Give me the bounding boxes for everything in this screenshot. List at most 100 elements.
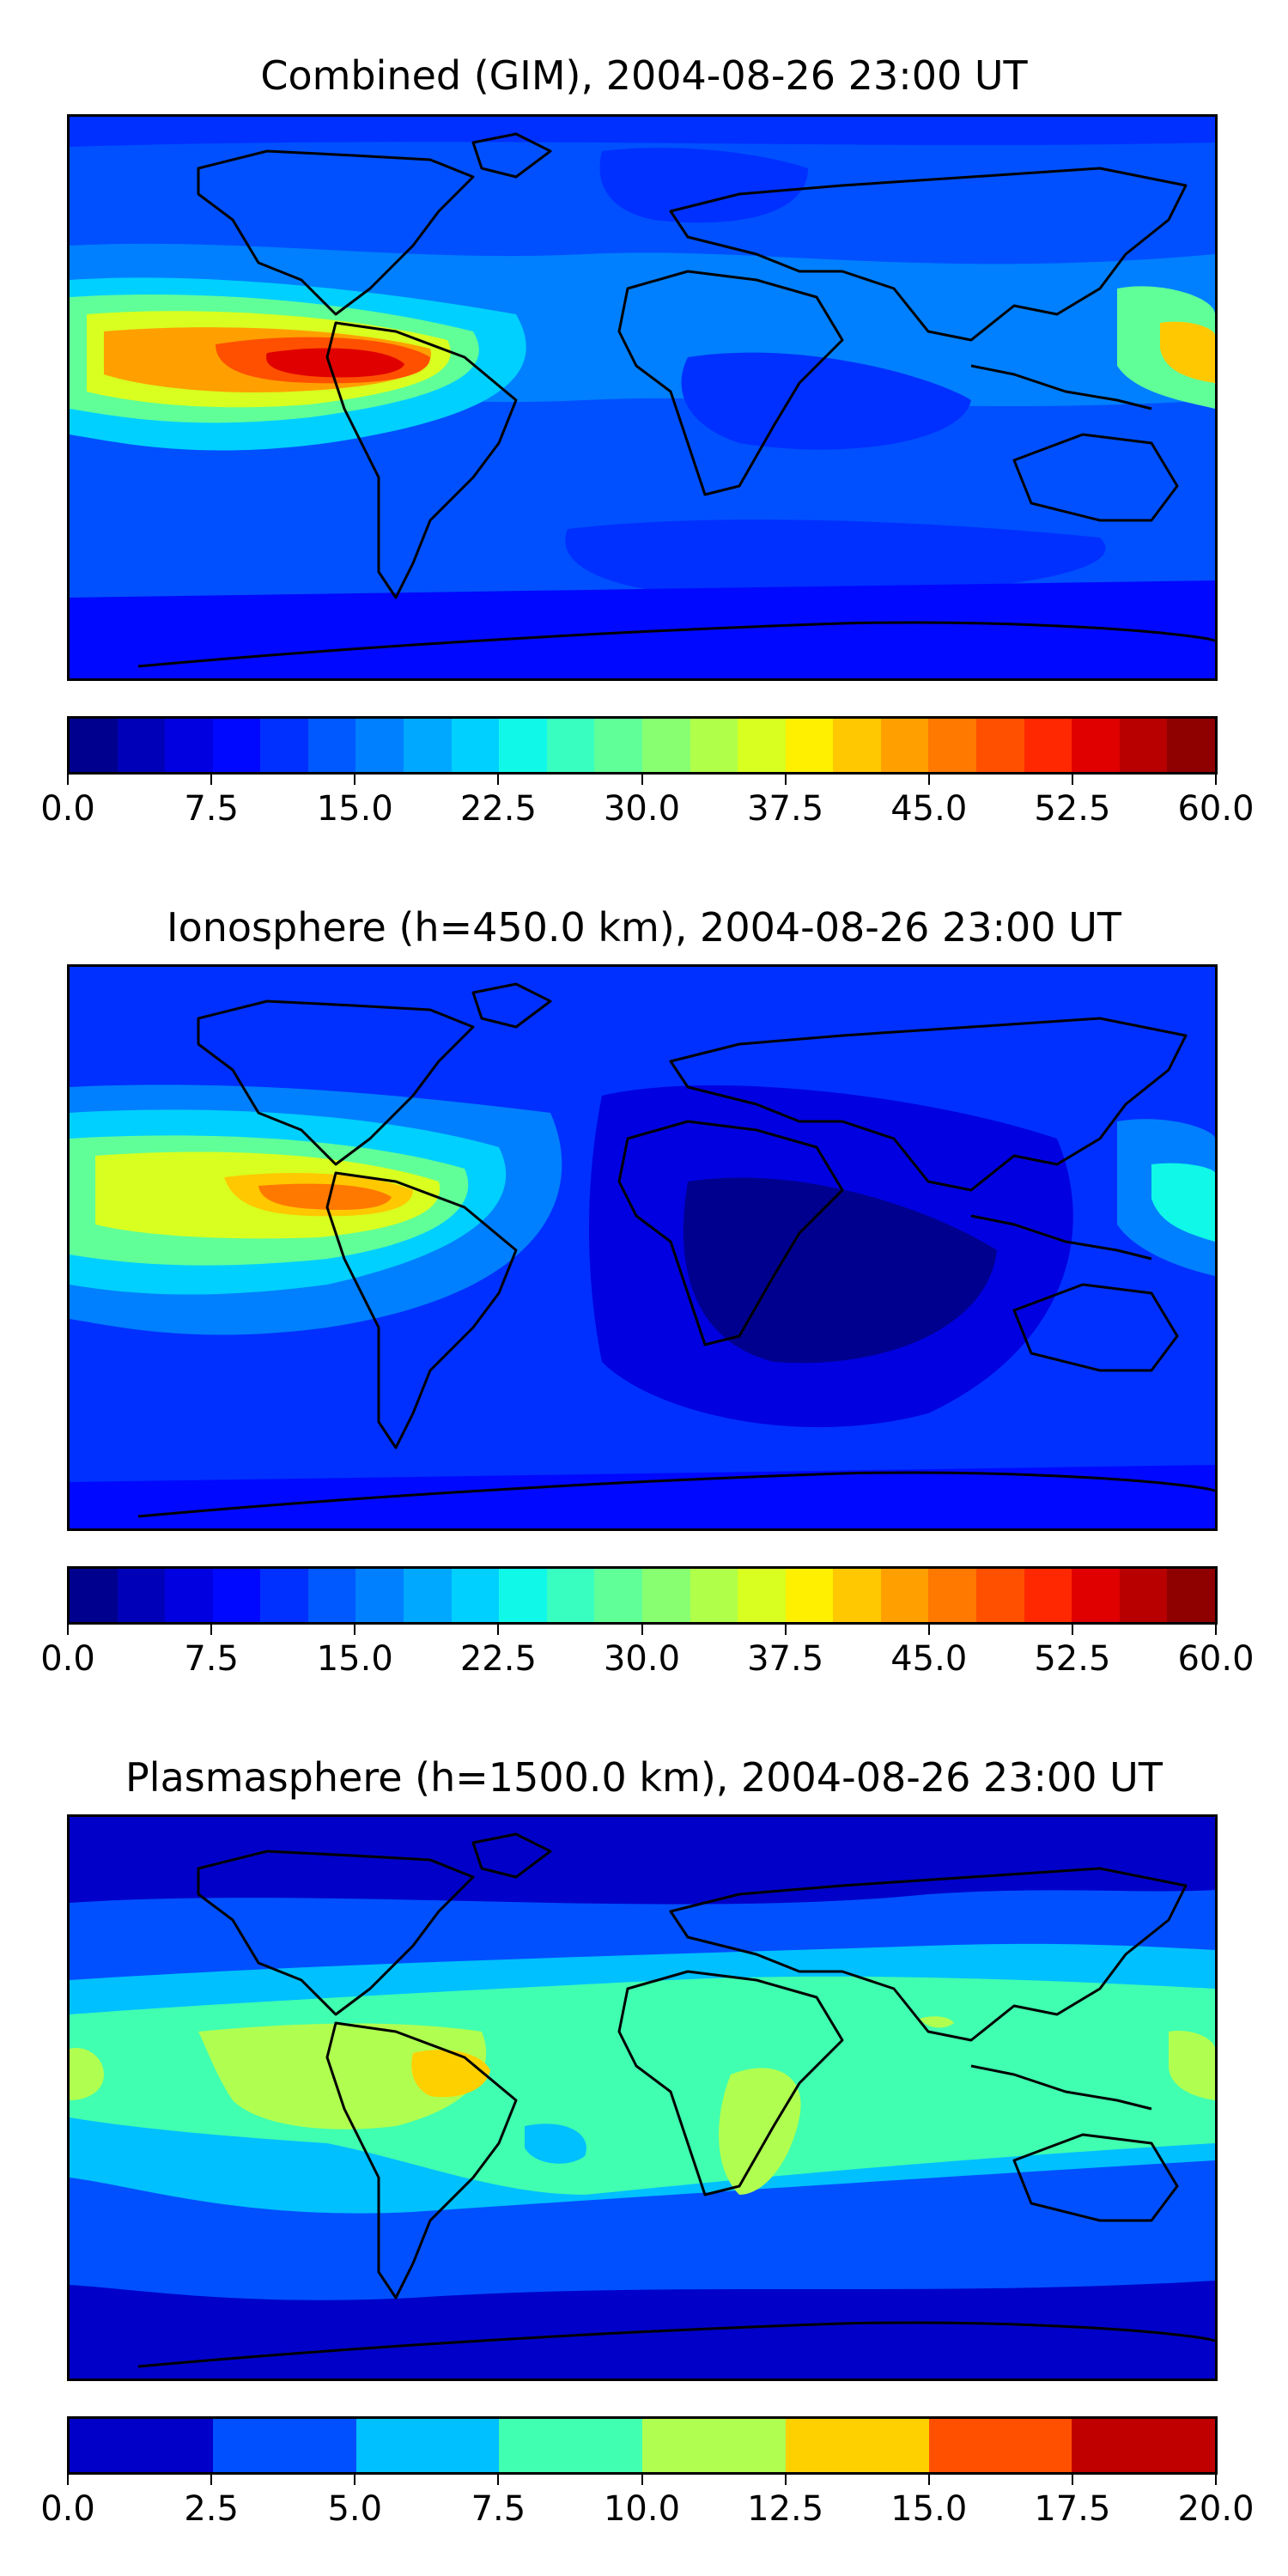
colorbar-plasmasphere bbox=[67, 2416, 1218, 2475]
colorbar-tick-label: 22.5 bbox=[459, 1639, 537, 1679]
colorbar-segment bbox=[690, 1569, 738, 1622]
colorbar-tick-label: 15.0 bbox=[890, 2489, 968, 2529]
colorbar-segment bbox=[70, 1569, 118, 1622]
colorbar-tick-label: 0.0 bbox=[40, 2489, 95, 2529]
colorbar-segment bbox=[642, 2419, 786, 2472]
colorbar-tick-label: 0.0 bbox=[40, 789, 95, 829]
colorbar-segment bbox=[1024, 1569, 1072, 1622]
colorbar-segment bbox=[975, 1569, 1024, 1622]
colorbar-tick bbox=[210, 775, 213, 785]
colorbar-segment bbox=[546, 1569, 595, 1622]
colorbar-segment bbox=[70, 719, 118, 772]
colorbar-tick-label: 17.5 bbox=[1034, 2489, 1111, 2529]
colorbar-ticks-plasmasphere: 0.0 2.5 5.0 7.5 10.0 12.5 15.0 17.5 20.0 bbox=[40, 2475, 1255, 2529]
colorbar-segment bbox=[880, 719, 929, 772]
tec-map-ionosphere bbox=[67, 964, 1218, 1531]
colorbar-segment bbox=[833, 719, 881, 772]
colorbar-tick bbox=[354, 2475, 356, 2485]
colorbar-segment bbox=[260, 1569, 308, 1622]
colorbar-tick bbox=[354, 1625, 356, 1635]
colorbar-tick-label: 60.0 bbox=[1177, 789, 1255, 829]
colorbar-tick-label: 52.5 bbox=[1034, 1639, 1111, 1679]
colorbar-tick bbox=[497, 775, 500, 785]
colorbar-segment bbox=[594, 719, 642, 772]
colorbar-segment bbox=[928, 2419, 1072, 2472]
colorbar-tick bbox=[497, 1625, 500, 1635]
colorbar-tick-label: 7.5 bbox=[184, 789, 239, 829]
colorbar-tick bbox=[67, 1625, 69, 1635]
colorbar-tick-label: 15.0 bbox=[316, 1639, 393, 1679]
colorbar-segment bbox=[165, 1569, 213, 1622]
colorbar-segment bbox=[1119, 719, 1168, 772]
colorbar-tick-label: 20.0 bbox=[1177, 2489, 1255, 2529]
colorbar-tick bbox=[784, 1625, 787, 1635]
colorbar-segment bbox=[404, 1569, 452, 1622]
colorbar-segment bbox=[117, 719, 166, 772]
colorbar-tick bbox=[354, 775, 356, 785]
colorbar-tick-label: 45.0 bbox=[890, 789, 968, 829]
colorbar-tick-label: 10.0 bbox=[603, 2489, 681, 2529]
colorbar-segment bbox=[307, 1569, 356, 1622]
colorbar-segment bbox=[1072, 1569, 1120, 1622]
colorbar-tick bbox=[927, 1625, 930, 1635]
colorbar-ticks-ionosphere: 0.0 7.5 15.0 22.5 30.0 37.5 45.0 52.5 60.0 bbox=[40, 1625, 1255, 1679]
colorbar-segment bbox=[785, 2419, 929, 2472]
colorbar-segment bbox=[546, 719, 595, 772]
colorbar-tick bbox=[927, 775, 930, 785]
colorbar-tick bbox=[1071, 2475, 1073, 2485]
colorbar-segment bbox=[212, 719, 261, 772]
colorbar-tick-label: 30.0 bbox=[603, 789, 681, 829]
colorbar-segment bbox=[785, 1569, 834, 1622]
colorbar-tick-label: 0.0 bbox=[40, 1639, 95, 1679]
colorbar-segment bbox=[785, 719, 834, 772]
colorbar-segment bbox=[451, 719, 500, 772]
colorbar-segment bbox=[738, 1569, 786, 1622]
colorbar-tick-label: 5.0 bbox=[327, 2489, 383, 2529]
colorbar-tick bbox=[1071, 775, 1073, 785]
colorbar-tick bbox=[497, 2475, 500, 2485]
colorbar-tick-label: 37.5 bbox=[747, 789, 824, 829]
colorbar-segment bbox=[690, 719, 738, 772]
colorbar-tick-label: 7.5 bbox=[184, 1639, 239, 1679]
colorbar-tick bbox=[784, 2475, 787, 2485]
colorbar-ticks-combined: 0.0 7.5 15.0 22.5 30.0 37.5 45.0 52.5 60.0 bbox=[40, 775, 1255, 829]
colorbar-segment bbox=[641, 719, 690, 772]
colorbar-tick-label: 2.5 bbox=[184, 2489, 239, 2529]
colorbar-tick-label: 52.5 bbox=[1034, 789, 1111, 829]
colorbar-segment bbox=[212, 2419, 356, 2472]
map-title-plasmasphere: Plasmasphere (h=1500.0 km), 2004-08-26 2… bbox=[125, 1754, 1163, 1801]
colorbar-ionosphere bbox=[67, 1566, 1218, 1625]
colorbar-tick bbox=[927, 2475, 930, 2485]
colorbar-tick bbox=[67, 2475, 69, 2485]
colorbar-segment bbox=[738, 719, 786, 772]
colorbar-tick bbox=[210, 1625, 213, 1635]
map-title-combined: Combined (GIM), 2004-08-26 23:00 UT bbox=[260, 52, 1028, 99]
colorbar-segment bbox=[1072, 719, 1120, 772]
colorbar-segment bbox=[1167, 719, 1215, 772]
colorbar-tick-label: 12.5 bbox=[747, 2489, 824, 2529]
colorbar-tick-label: 60.0 bbox=[1177, 1639, 1255, 1679]
colorbar-segment bbox=[355, 719, 404, 772]
colorbar-tick bbox=[1071, 1625, 1073, 1635]
colorbar-tick bbox=[641, 775, 643, 785]
colorbar-segment bbox=[499, 719, 547, 772]
colorbar-segment bbox=[307, 719, 356, 772]
colorbar-tick bbox=[641, 1625, 643, 1635]
colorbar-segment bbox=[1167, 1569, 1215, 1622]
colorbar-segment bbox=[975, 719, 1024, 772]
colorbar-tick-label: 30.0 bbox=[603, 1639, 681, 1679]
colorbar-segment bbox=[451, 1569, 500, 1622]
colorbar-segment bbox=[165, 719, 213, 772]
colorbar-segment bbox=[70, 2419, 213, 2472]
colorbar-tick bbox=[1215, 2475, 1217, 2485]
colorbar-tick bbox=[1215, 1625, 1217, 1635]
colorbar-segment bbox=[880, 1569, 929, 1622]
colorbar-segment bbox=[1024, 719, 1072, 772]
colorbar-tick bbox=[641, 2475, 643, 2485]
colorbar-segment bbox=[1119, 1569, 1168, 1622]
colorbar-segment bbox=[260, 719, 308, 772]
colorbar-tick-label: 15.0 bbox=[316, 789, 393, 829]
colorbar-segment bbox=[641, 1569, 690, 1622]
colorbar-segment bbox=[404, 719, 452, 772]
colorbar-segment bbox=[928, 719, 976, 772]
